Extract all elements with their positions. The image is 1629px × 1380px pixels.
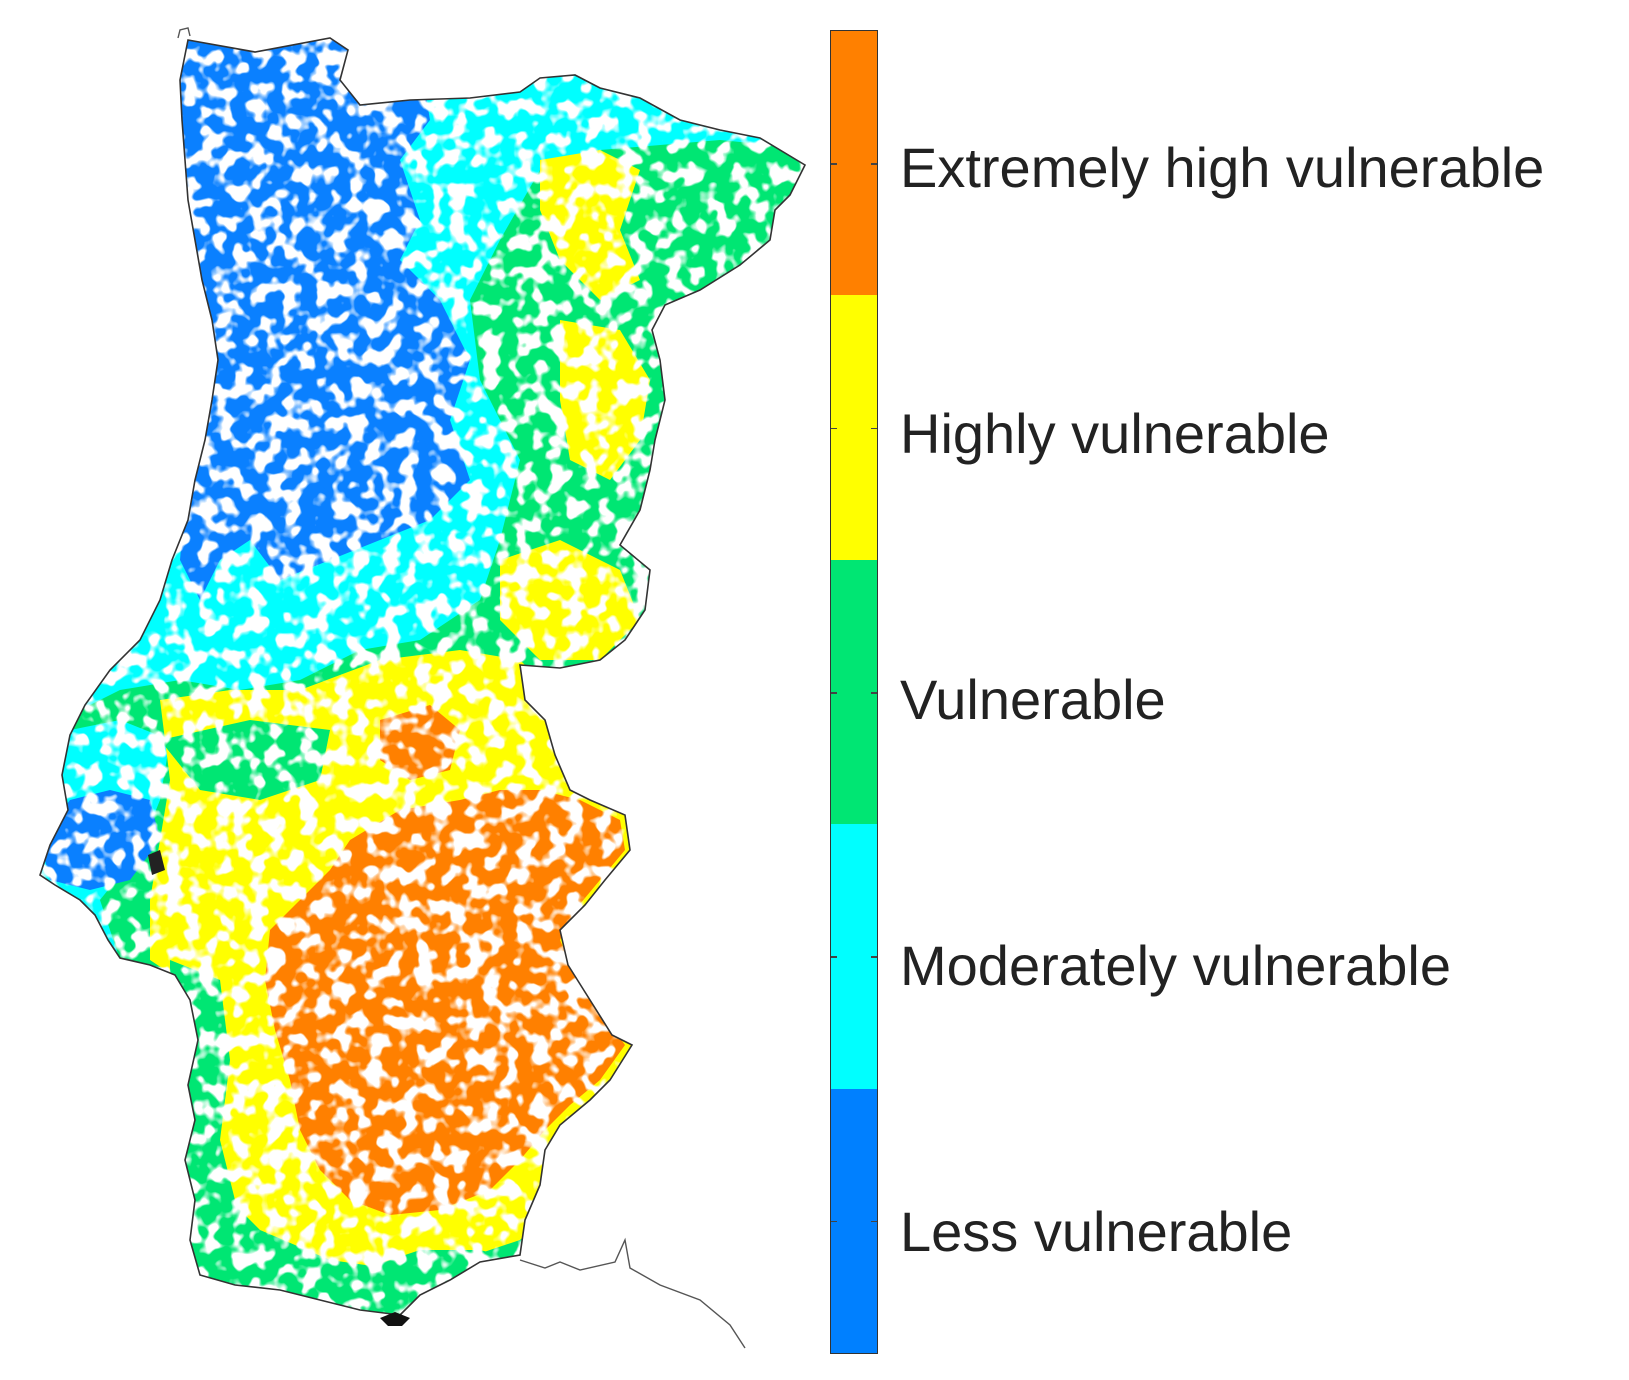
estuary-mark-west: [148, 850, 165, 875]
legend-swatch-highly: [831, 295, 877, 560]
legend-tick: [871, 1220, 877, 1223]
legend-colorbar: [830, 30, 878, 1354]
legend-tick: [831, 1220, 837, 1223]
legend-swatch-extremely-high: [831, 31, 877, 296]
vulnerability-raster: [40, 38, 805, 1315]
legend-tick: [831, 427, 837, 430]
legend-label-extremely-high: Extremely high vulnerable: [900, 136, 1545, 199]
legend-tick: [871, 956, 877, 958]
region-outline: [39, 37, 807, 1316]
legend-tick: [871, 163, 877, 165]
nodata-speckle: [40, 38, 805, 1315]
legend-label-vulnerable: Vulnerable: [900, 668, 1166, 731]
legend-swatch-moderately: [831, 824, 877, 1089]
coastline-extension: [519, 1237, 746, 1349]
legend-tick: [871, 692, 877, 694]
legend-label-highly: Highly vulnerable: [900, 402, 1330, 465]
legend-tick: [831, 163, 837, 165]
legend-swatch-vulnerable: [831, 559, 877, 825]
estuary-mark-south: [380, 1312, 410, 1326]
legend-label-less: Less vulnerable: [900, 1200, 1293, 1263]
legend-swatch-less: [831, 1088, 877, 1354]
legend-tick: [831, 692, 837, 694]
legend-tick: [831, 956, 837, 958]
coastline-top-fragment: [177, 27, 191, 39]
legend-label-moderately: Moderately vulnerable: [900, 934, 1451, 997]
legend-tick: [871, 427, 877, 430]
